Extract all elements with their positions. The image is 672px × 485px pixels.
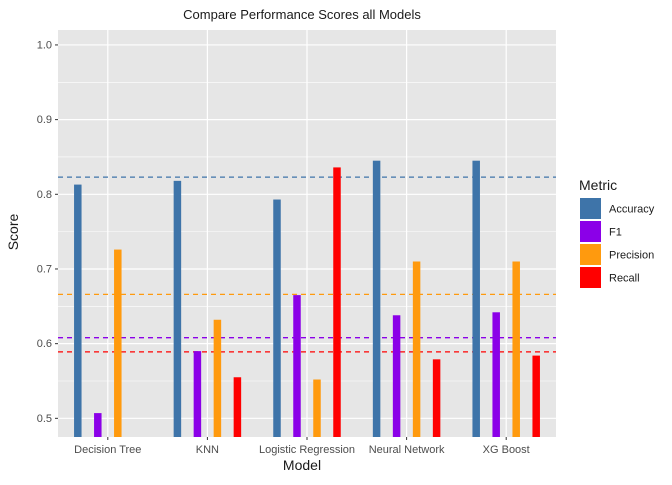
y-tick-label: 0.5 bbox=[37, 413, 52, 425]
x-tick-label: Logistic Regression bbox=[259, 444, 355, 456]
legend-label: Precision bbox=[609, 250, 654, 262]
bar-recall bbox=[532, 355, 540, 437]
bar-recall bbox=[233, 377, 242, 437]
bar-precision bbox=[313, 379, 321, 437]
x-axis-ticks: Decision Tree KNN Logistic Regression Neura… bbox=[74, 437, 530, 456]
legend-label: F1 bbox=[609, 227, 622, 239]
legend-swatch-recall bbox=[580, 267, 601, 288]
bars bbox=[74, 160, 540, 437]
y-tick-label: 0.6 bbox=[37, 338, 52, 350]
bar-accuracy bbox=[173, 180, 182, 437]
y-tick-label: 0.9 bbox=[37, 114, 52, 126]
bar-precision bbox=[512, 261, 520, 437]
y-axis-title: Score bbox=[5, 214, 21, 251]
chart-title: Compare Performance Scores all Models bbox=[183, 7, 421, 22]
bar-recall bbox=[333, 167, 341, 437]
y-axis-ticks: 0.5 0.6 0.7 0.8 0.9 1.0 bbox=[37, 39, 58, 425]
legend-label: Accuracy bbox=[609, 204, 655, 216]
bar-precision bbox=[213, 319, 222, 437]
legend-items: Accuracy F1 Precision Recall bbox=[580, 198, 655, 288]
legend-title: Metric bbox=[579, 177, 617, 193]
x-tick-label: Decision Tree bbox=[74, 444, 141, 456]
bar-f1 bbox=[293, 295, 301, 437]
grid-lines bbox=[58, 30, 556, 437]
bar-recall bbox=[432, 359, 441, 437]
bar-f1 bbox=[193, 351, 202, 437]
bar-precision bbox=[114, 249, 122, 437]
bar-f1 bbox=[492, 312, 500, 437]
legend-swatch-precision bbox=[580, 244, 601, 265]
x-axis-title: Model bbox=[283, 457, 321, 473]
bar-precision bbox=[412, 261, 421, 437]
x-tick-label: KNN bbox=[196, 444, 219, 456]
y-tick-label: 1.0 bbox=[37, 39, 52, 51]
bar-f1 bbox=[392, 315, 401, 437]
x-tick-label: XG Boost bbox=[483, 444, 530, 456]
bar-accuracy bbox=[74, 184, 82, 437]
y-tick-label: 0.8 bbox=[37, 189, 52, 201]
bar-accuracy bbox=[472, 160, 480, 437]
y-tick-label: 0.7 bbox=[37, 263, 52, 275]
legend-label: Recall bbox=[609, 273, 640, 285]
x-tick-label: Neural Network bbox=[369, 444, 445, 456]
legend: Metric Accuracy F1 Precision Recall bbox=[579, 177, 655, 288]
bar-accuracy bbox=[273, 199, 281, 437]
bar-accuracy bbox=[372, 160, 381, 437]
legend-swatch-f1 bbox=[580, 221, 601, 242]
legend-swatch-accuracy bbox=[580, 198, 601, 219]
bar-f1 bbox=[94, 413, 102, 437]
